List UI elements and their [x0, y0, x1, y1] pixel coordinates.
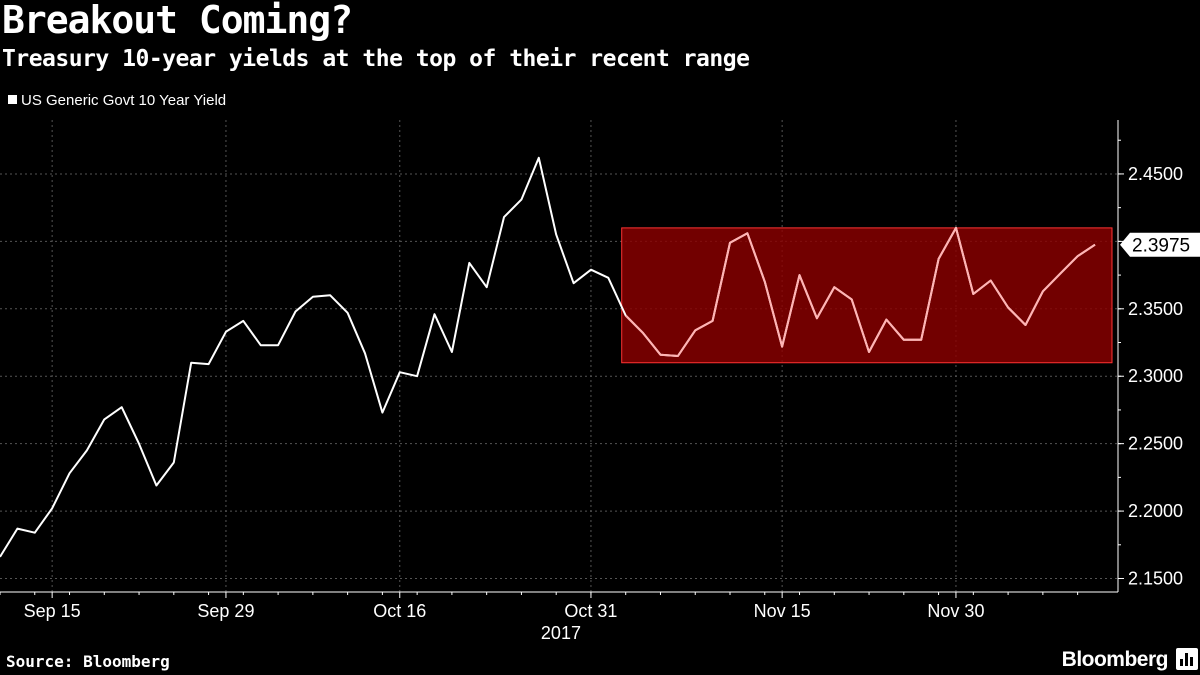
x-tick-label: Oct 31	[564, 601, 617, 621]
source-note: Source: Bloomberg	[6, 652, 170, 671]
legend-swatch	[8, 95, 17, 104]
x-tick-label: Nov 15	[754, 601, 811, 621]
x-tick-label: Oct 16	[373, 601, 426, 621]
legend: US Generic Govt 10 Year Yield	[8, 92, 226, 109]
x-tick-label: Nov 30	[927, 601, 984, 621]
y-tick-label: 2.1500	[1128, 569, 1183, 589]
brand-logo: Bloomberg	[1061, 648, 1169, 671]
y-tick-label: 2.4500	[1128, 164, 1183, 184]
range-highlight-band	[621, 227, 1113, 364]
y-tick-label: 2.3000	[1128, 366, 1183, 386]
series-line-in-range	[624, 226, 1096, 357]
last-value-marker	[1120, 232, 1200, 257]
chart-title: Breakout Coming?	[2, 0, 353, 42]
y-tick-label: 2.2500	[1128, 434, 1183, 454]
legend-label: US Generic Govt 10 Year Yield	[21, 92, 227, 109]
bloomberg-chart-icon	[1176, 648, 1198, 670]
y-tick-label: 2.2000	[1128, 501, 1183, 521]
x-tick-label: Sep 15	[24, 601, 81, 621]
x-year-label: 2017	[541, 623, 581, 643]
chart-subtitle: Treasury 10-year yields at the top of th…	[2, 46, 750, 72]
x-tick-label: Sep 29	[197, 601, 254, 621]
y-tick-label: 2.3500	[1128, 299, 1183, 319]
last-value-label: 2.3975	[1132, 236, 1190, 257]
